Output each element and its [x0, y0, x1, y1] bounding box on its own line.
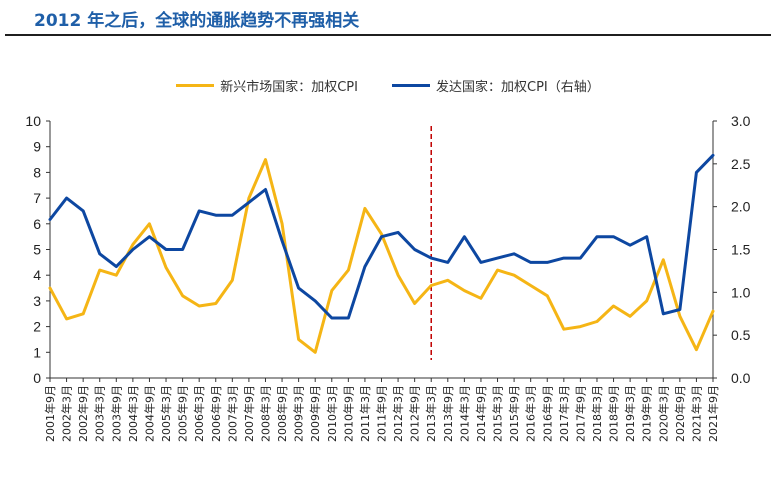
y-right-tick-label: 2.0 — [731, 199, 751, 215]
x-tick-label: 2001年9月 — [43, 385, 57, 442]
x-tick-label: 2005年3月 — [159, 385, 173, 442]
x-tick-label: 2011年3月 — [358, 385, 372, 442]
y-left-tick-label: 9 — [33, 139, 41, 155]
x-tick-label: 2021年3月 — [689, 385, 703, 442]
y-left-tick-label: 10 — [25, 113, 41, 129]
x-tick-label: 2002年3月 — [60, 385, 74, 442]
y-left-tick-label: 2 — [33, 319, 41, 335]
y-right-tick-label: 3.0 — [731, 113, 751, 129]
x-tick-label: 2021年9月 — [706, 385, 720, 442]
x-tick-label: 2007年3月 — [225, 385, 239, 442]
x-tick-label: 2003年3月 — [93, 385, 107, 442]
x-tick-label: 2008年3月 — [258, 385, 272, 442]
x-tick-label: 2016年9月 — [540, 385, 554, 442]
y-left-tick-label: 6 — [33, 216, 41, 232]
y-left-tick-label: 7 — [33, 190, 41, 206]
y-left-tick-label: 3 — [33, 293, 41, 309]
x-tick-label: 2019年9月 — [640, 385, 654, 442]
y-left-tick-label: 5 — [33, 242, 41, 258]
x-tick-label: 2015年9月 — [507, 385, 521, 442]
legend-label-developed: 发达国家：加权CPI（右轴） — [436, 80, 600, 95]
x-tick-label: 2018年9月 — [607, 385, 621, 442]
title-divider — [5, 34, 771, 36]
x-tick-label: 2020年3月 — [656, 385, 670, 442]
x-tick-label: 2010年3月 — [325, 385, 339, 442]
y-left-tick-label: 4 — [33, 267, 41, 283]
x-tick-label: 2014年3月 — [457, 385, 471, 442]
y-right-tick-label: 0.0 — [731, 370, 751, 386]
x-tick-label: 2011年9月 — [375, 385, 389, 442]
page-title: 2012 年之后，全球的通胀趋势不再强相关 — [34, 11, 360, 31]
x-tick-label: 2016年3月 — [524, 385, 538, 442]
y-right-tick-label: 0.5 — [731, 327, 751, 343]
x-tick-label: 2004年3月 — [126, 385, 140, 442]
x-tick-label: 2007年9月 — [242, 385, 256, 442]
x-tick-label: 2019年3月 — [623, 385, 637, 442]
x-tick-label: 2018年3月 — [590, 385, 604, 442]
x-tick-label: 2006年9月 — [209, 385, 223, 442]
y-right-tick-label: 2.5 — [731, 156, 751, 172]
x-tick-label: 2002年9月 — [76, 385, 90, 442]
legend-label-emerging: 新兴市场国家：加权CPI — [220, 80, 358, 95]
series-line-developed — [48, 153, 715, 320]
x-tick-label: 2010年9月 — [341, 385, 355, 442]
x-tick-label: 2008年9月 — [275, 385, 289, 442]
x-tick-label: 2005年9月 — [176, 385, 190, 442]
legend-swatch-emerging — [176, 84, 215, 87]
x-tick-label: 2009年3月 — [292, 385, 306, 442]
x-tick-label: 2013年3月 — [424, 385, 438, 442]
x-tick-label: 2006年3月 — [192, 385, 206, 442]
x-tick-label: 2013年9月 — [441, 385, 455, 442]
x-tick-label: 2017年3月 — [557, 385, 571, 442]
y-left-tick-label: 0 — [33, 370, 41, 386]
x-tick-label: 2020年9月 — [673, 385, 687, 442]
x-tick-label: 2012年3月 — [391, 385, 405, 442]
x-tick-label: 2009年9月 — [308, 385, 322, 442]
x-tick-label: 2015年3月 — [491, 385, 505, 442]
x-tick-label: 2004年9月 — [142, 385, 156, 442]
legend-item-emerging: 新兴市场国家：加权CPI — [176, 76, 358, 95]
y-left-tick-label: 1 — [33, 344, 41, 360]
y-right-tick-label: 1.0 — [731, 284, 751, 300]
y-right-tick-label: 1.5 — [731, 242, 751, 258]
legend-swatch-developed — [392, 84, 430, 87]
legend-item-developed: 发达国家：加权CPI（右轴） — [392, 76, 600, 95]
y-left-tick-label: 8 — [33, 164, 41, 180]
chart-legend: 新兴市场国家：加权CPI 发达国家：加权CPI（右轴） — [0, 76, 776, 95]
x-tick-label: 2014年9月 — [474, 385, 488, 442]
x-tick-label: 2017年9月 — [573, 385, 587, 442]
x-tick-label: 2012年9月 — [408, 385, 422, 442]
series-line-emerging — [48, 158, 715, 354]
x-tick-label: 2003年9月 — [109, 385, 123, 442]
